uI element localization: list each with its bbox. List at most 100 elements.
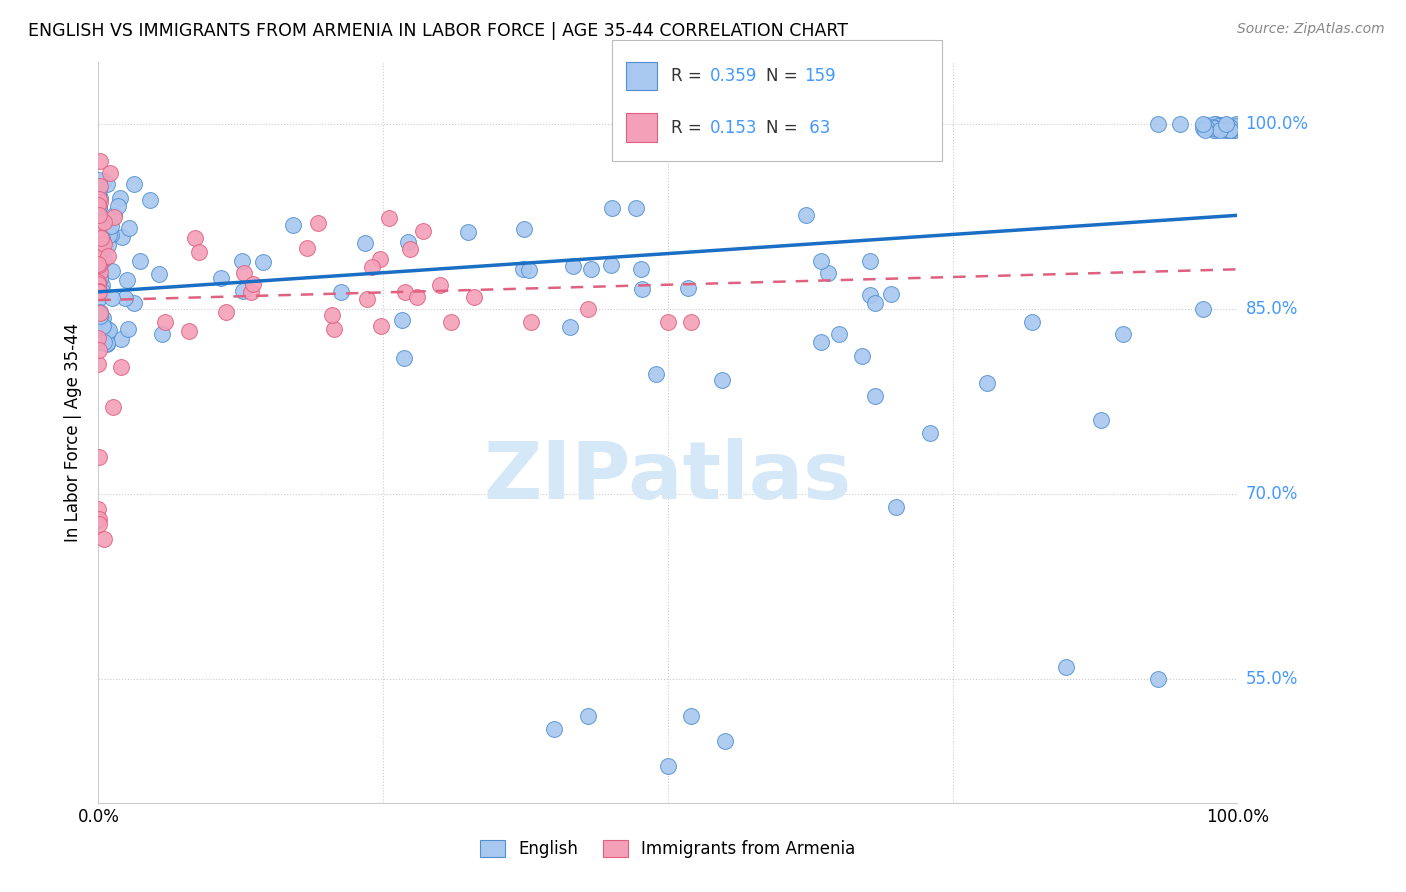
Point — [98, 167, 121, 181]
Point — [863, 296, 886, 310]
Point — [93, 215, 115, 229]
Point — [87, 285, 110, 299]
Point — [1218, 123, 1240, 137]
Point — [1021, 315, 1043, 329]
Text: 100.0%: 100.0% — [1246, 115, 1309, 133]
Point — [631, 282, 654, 296]
Point — [148, 267, 170, 281]
Text: 85.0%: 85.0% — [1246, 301, 1298, 318]
Point — [354, 236, 377, 251]
Point — [96, 326, 118, 341]
Point — [91, 311, 114, 326]
Point — [87, 244, 110, 258]
Legend: English, Immigrants from Armenia: English, Immigrants from Armenia — [474, 833, 862, 865]
Point — [1054, 660, 1078, 674]
Point — [93, 335, 115, 350]
Point — [624, 201, 647, 215]
Point — [215, 305, 238, 319]
Point — [239, 285, 262, 300]
Point — [1220, 119, 1243, 133]
Point — [463, 290, 485, 304]
Point — [91, 230, 114, 244]
Point — [406, 290, 429, 304]
Point — [115, 272, 138, 286]
Text: 63: 63 — [804, 119, 831, 136]
Point — [1212, 120, 1234, 135]
Point — [579, 262, 602, 277]
Point — [1146, 673, 1168, 687]
Point — [859, 253, 882, 268]
Point — [370, 318, 392, 333]
Point — [297, 241, 319, 255]
Point — [1195, 118, 1218, 132]
Point — [1223, 123, 1246, 137]
Point — [89, 305, 111, 319]
Point — [89, 319, 111, 334]
Point — [103, 208, 125, 222]
Point — [714, 734, 737, 748]
Point — [89, 265, 111, 279]
Point — [429, 277, 451, 292]
Point — [1219, 120, 1241, 135]
Point — [356, 293, 378, 307]
Point — [828, 326, 851, 341]
Point — [93, 252, 115, 267]
Point — [89, 244, 111, 258]
Point — [100, 219, 122, 233]
Text: 0.153: 0.153 — [710, 119, 758, 136]
Point — [880, 286, 903, 301]
Point — [1195, 119, 1218, 133]
Point — [91, 277, 114, 292]
Point — [1209, 123, 1232, 137]
Point — [97, 238, 120, 252]
Point — [1218, 122, 1240, 136]
Point — [1215, 118, 1237, 132]
Point — [630, 262, 652, 277]
Point — [97, 218, 120, 232]
Point — [576, 709, 599, 723]
Point — [561, 259, 583, 273]
Point — [93, 174, 115, 188]
Point — [87, 201, 110, 215]
Point — [657, 315, 679, 329]
Point — [1206, 120, 1229, 135]
Point — [517, 262, 540, 277]
Point — [89, 194, 111, 209]
Point — [512, 222, 534, 236]
Point — [1202, 118, 1225, 132]
Point — [91, 318, 114, 333]
Point — [97, 225, 120, 239]
Text: Source: ZipAtlas.com: Source: ZipAtlas.com — [1237, 22, 1385, 37]
Point — [87, 513, 110, 527]
Point — [1223, 122, 1246, 136]
Point — [89, 191, 111, 205]
Point — [89, 257, 111, 271]
Point — [329, 285, 352, 300]
Point — [1170, 117, 1192, 131]
Point — [361, 260, 384, 274]
Point — [645, 367, 668, 381]
Point — [87, 222, 110, 236]
Point — [90, 231, 112, 245]
Point — [1202, 120, 1225, 134]
Point — [187, 245, 209, 260]
Point — [794, 208, 817, 222]
Point — [87, 260, 110, 274]
Point — [87, 516, 110, 531]
Point — [976, 376, 998, 391]
Point — [89, 306, 111, 320]
Point — [87, 512, 110, 526]
Point — [87, 210, 110, 224]
Point — [87, 284, 110, 298]
Point — [118, 221, 141, 235]
Point — [87, 216, 110, 230]
Point — [657, 758, 679, 772]
Point — [281, 219, 304, 233]
Point — [90, 310, 112, 324]
Text: ENGLISH VS IMMIGRANTS FROM ARMENIA IN LABOR FORCE | AGE 35-44 CORRELATION CHART: ENGLISH VS IMMIGRANTS FROM ARMENIA IN LA… — [28, 22, 848, 40]
Point — [90, 231, 112, 245]
Point — [1223, 121, 1246, 136]
Point — [810, 254, 832, 268]
Point — [87, 277, 110, 291]
Point — [87, 357, 110, 371]
